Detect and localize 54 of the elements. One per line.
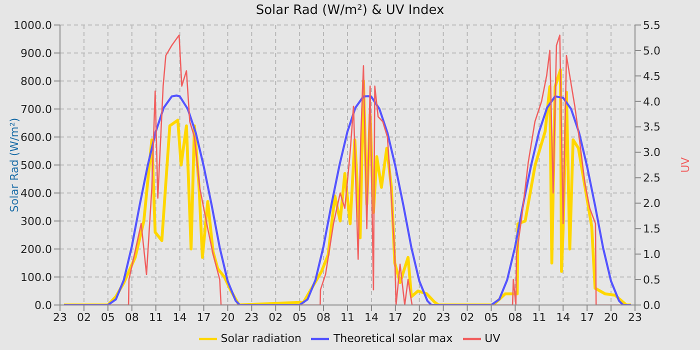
y2-tick-label: 1.0	[643, 248, 660, 261]
legend-label: UV	[484, 332, 500, 346]
y-tick-label: 600.0	[20, 130, 52, 144]
y2-axis-title: UV	[678, 156, 692, 173]
y2-tick-label: 1.5	[643, 222, 660, 236]
x-tick-label: 11	[148, 310, 163, 324]
x-tick-label: 17	[580, 310, 594, 324]
x-tick-label: 05	[100, 310, 115, 324]
y-tick-label: 0.0	[34, 298, 52, 312]
chart-title: Solar Rad (W/m²) & UV Index	[254, 3, 446, 18]
x-tick-label: 05	[292, 310, 307, 324]
y2-tick-label: 0.5	[643, 273, 660, 286]
x-tick-label: 23	[53, 310, 67, 324]
y2-tick-label: 2.0	[643, 197, 660, 210]
y-tick-label: 700.0	[20, 102, 52, 116]
y2-tick-label: 3.0	[643, 146, 660, 160]
x-tick-label: 23	[628, 310, 642, 324]
legend-label: Theoretical solar max	[333, 332, 453, 346]
x-tick-label: 20	[604, 310, 618, 324]
x-tick-label: 02	[268, 310, 283, 324]
y-tick-label: 100.0	[20, 270, 52, 284]
x-tick-label: 11	[340, 310, 354, 324]
y2-tick-label: 2.5	[643, 172, 660, 185]
y2-tick-label: 3.5	[643, 120, 660, 134]
x-tick-label: 02	[76, 310, 91, 324]
x-tick-label: 14	[364, 310, 378, 324]
x-tick-label: 17	[388, 310, 402, 324]
y2-tick-label: 0.0	[643, 298, 660, 312]
x-tick-label: 02	[460, 310, 474, 324]
y-tick-label: 400.0	[20, 186, 52, 200]
x-tick-label: 14	[172, 310, 187, 324]
x-tick-label: 23	[436, 310, 450, 324]
x-tick-label: 14	[556, 310, 570, 324]
y-tick-label: 800.0	[20, 74, 52, 88]
y2-tick-label: 5.0	[643, 44, 660, 58]
y-tick-label: 300.0	[20, 214, 52, 228]
y-axis-title: Solar Rad (W/m²)	[8, 118, 21, 212]
y2-tick-label: 5.5	[643, 18, 660, 32]
x-tick-label: 20	[220, 310, 235, 324]
y2-tick-label: 4.5	[643, 70, 660, 83]
x-tick-label: 05	[484, 310, 498, 324]
y-tick-label: 500.0	[20, 158, 52, 172]
legend-label: Solar radiation	[220, 332, 302, 346]
x-tick-label: 23	[244, 310, 259, 324]
x-tick-label: 11	[532, 310, 546, 324]
y2-tick-label: 4.0	[643, 95, 660, 108]
x-tick-label: 08	[316, 310, 331, 324]
x-tick-label: 17	[196, 310, 211, 324]
y-tick-label: 1000.0	[14, 18, 52, 32]
x-tick-label: 08	[508, 310, 522, 324]
x-tick-label: 08	[124, 310, 139, 324]
y-tick-label: 900.0	[20, 46, 52, 60]
x-tick-label: 20	[412, 310, 426, 324]
y-tick-label: 200.0	[20, 242, 52, 256]
